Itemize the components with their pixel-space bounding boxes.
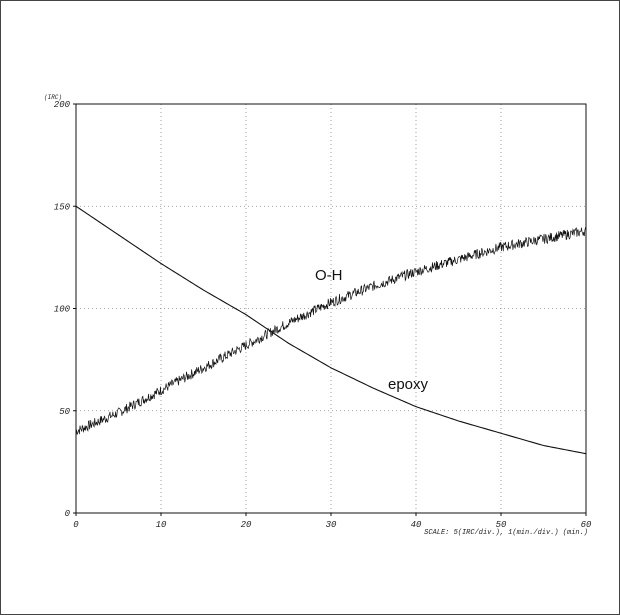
x-tick-label: 0 bbox=[73, 520, 79, 530]
series-label-oh: O-H bbox=[315, 267, 343, 284]
series-label-epoxy: epoxy bbox=[388, 376, 429, 393]
x-tick-label: 30 bbox=[326, 520, 337, 530]
y-tick-label: 150 bbox=[54, 202, 71, 212]
x-tick-label: 50 bbox=[496, 520, 507, 530]
x-tick-label: 20 bbox=[241, 520, 252, 530]
y-tick-label: 50 bbox=[59, 407, 70, 417]
series-group bbox=[75, 205, 587, 455]
y-tick-label: 200 bbox=[54, 100, 71, 110]
x-tick-label: 60 bbox=[581, 520, 592, 530]
series-line-oh bbox=[75, 226, 587, 435]
scale-annotation: SCALE: 5(IRC/div.), 1(min./div.) (min.) bbox=[424, 529, 588, 537]
y-axis-ticks: 0 50 100 150 200 bbox=[54, 100, 76, 519]
grid bbox=[76, 104, 586, 513]
x-axis-ticks: 0 10 20 30 40 50 60 bbox=[73, 513, 592, 530]
x-tick-label: 40 bbox=[411, 520, 422, 530]
y-tick-label: 0 bbox=[65, 509, 71, 519]
y-tick-label: 100 bbox=[54, 305, 71, 315]
series-line-epoxy bbox=[75, 205, 587, 455]
x-tick-label: 10 bbox=[156, 520, 167, 530]
y-axis-unit: (IRC) bbox=[44, 94, 62, 101]
